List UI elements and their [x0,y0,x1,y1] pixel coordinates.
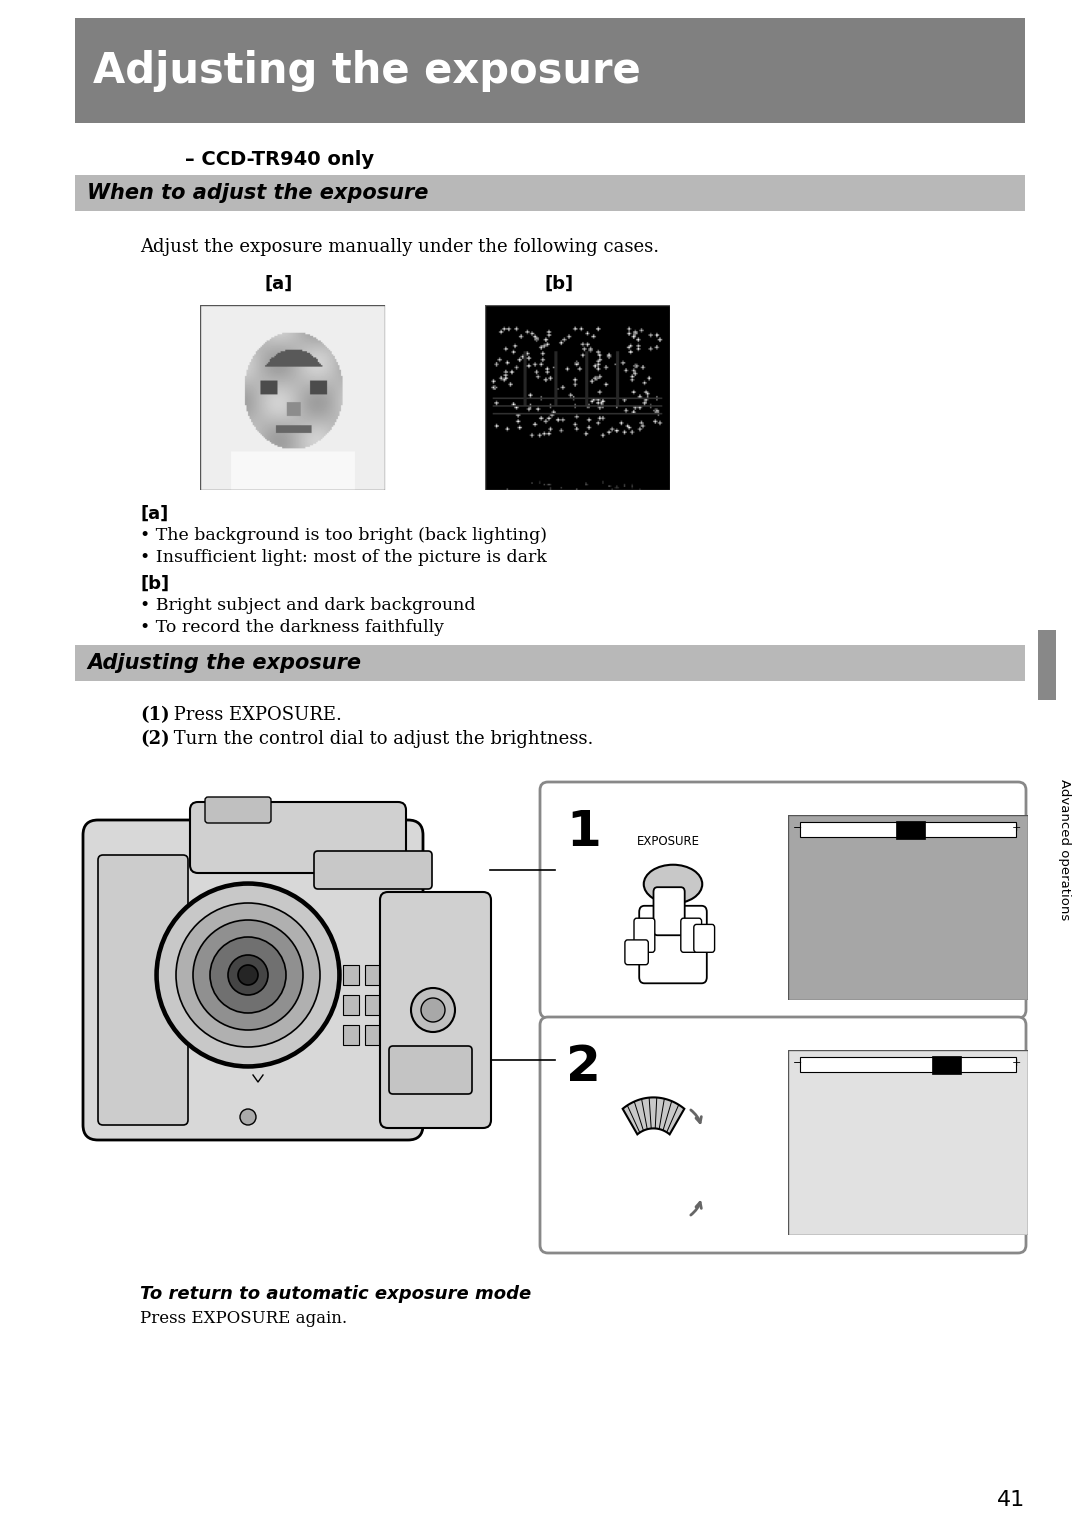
Text: [a]: [a] [265,274,294,293]
Bar [485,305,670,491]
Bar [932,1056,961,1075]
Bar [365,995,381,1015]
Text: [a]: [a] [140,504,168,523]
Text: +: + [1012,1058,1021,1069]
Ellipse shape [644,865,702,903]
Text: [b]: [b] [140,575,170,593]
Text: • The background is too bright (back lighting): • The background is too bright (back lig… [140,527,546,544]
Text: 1: 1 [566,808,600,855]
Circle shape [193,920,303,1030]
Circle shape [176,903,320,1047]
FancyBboxPatch shape [205,797,271,823]
FancyBboxPatch shape [389,1046,472,1095]
FancyBboxPatch shape [634,918,654,952]
Text: [b]: [b] [545,274,575,293]
FancyBboxPatch shape [98,855,188,1125]
Text: • To record the darkness faithfully: • To record the darkness faithfully [140,619,444,636]
Text: Turn the control dial to adjust the brightness.: Turn the control dial to adjust the brig… [168,730,593,748]
Text: When to adjust the exposure: When to adjust the exposure [87,182,429,202]
Bar [75,645,1025,681]
Circle shape [228,955,268,995]
Text: EXPOSURE: EXPOSURE [636,835,700,848]
Bar [343,1026,359,1046]
Bar [1038,630,1056,701]
Bar [896,820,924,839]
FancyBboxPatch shape [639,906,706,983]
Text: −: − [793,1058,802,1069]
Text: To return to automatic exposure mode: To return to automatic exposure mode [140,1285,531,1303]
Text: Press EXPOSURE again.: Press EXPOSURE again. [140,1311,347,1328]
Circle shape [411,987,455,1032]
Circle shape [210,937,286,1013]
Text: +: + [1012,823,1021,832]
Circle shape [240,1108,256,1125]
Circle shape [421,998,445,1023]
FancyBboxPatch shape [653,888,685,935]
FancyBboxPatch shape [380,892,491,1128]
FancyBboxPatch shape [625,940,648,964]
FancyBboxPatch shape [190,802,406,872]
Text: Adjusting the exposure: Adjusting the exposure [87,653,361,673]
FancyBboxPatch shape [693,924,715,952]
Bar [200,305,384,491]
Text: Advanced operations: Advanced operations [1058,779,1071,921]
Bar [343,964,359,986]
Text: (2): (2) [140,730,170,748]
Bar [365,1026,381,1046]
Bar [75,18,1025,123]
Text: – CCD-TR940 only: – CCD-TR940 only [185,150,374,169]
Text: Adjust the exposure manually under the following cases.: Adjust the exposure manually under the f… [140,238,659,256]
Polygon shape [623,1098,685,1134]
FancyBboxPatch shape [83,820,423,1141]
Bar [800,822,1016,837]
Text: • Insufficient light: most of the picture is dark: • Insufficient light: most of the pictur… [140,549,546,566]
FancyBboxPatch shape [540,1016,1026,1252]
FancyBboxPatch shape [540,782,1026,1018]
FancyBboxPatch shape [314,851,432,889]
Text: • Bright subject and dark background: • Bright subject and dark background [140,596,475,615]
Text: Press EXPOSURE.: Press EXPOSURE. [168,707,342,724]
Circle shape [238,964,258,986]
Text: Adjusting the exposure: Adjusting the exposure [93,49,640,92]
Text: 41: 41 [997,1490,1025,1510]
Text: −: − [793,823,802,832]
Bar [365,964,381,986]
Bar [800,1058,1016,1072]
Bar [75,175,1025,212]
Circle shape [158,885,338,1065]
Text: (1): (1) [140,707,170,724]
FancyBboxPatch shape [680,918,702,952]
Text: 2: 2 [566,1042,600,1091]
Bar [343,995,359,1015]
